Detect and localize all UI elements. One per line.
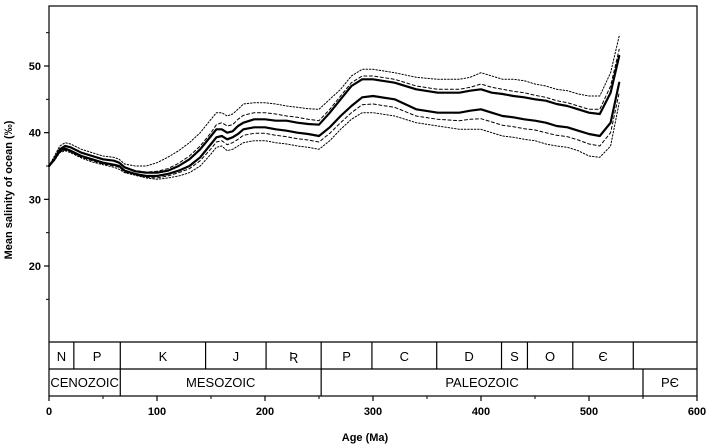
- x-tick-label: 100: [148, 406, 166, 418]
- period-label: P: [342, 349, 351, 364]
- x-tick-label: 300: [364, 406, 382, 418]
- period-label: Ʀ: [289, 349, 298, 364]
- plot-border: [48, 5, 698, 397]
- x-tick-label: 0: [46, 406, 52, 418]
- series-line-2: [47, 81, 621, 178]
- era-label: PЄ: [661, 375, 679, 390]
- era-label: CENOZOIC: [50, 375, 119, 390]
- y-axis-title: Mean salinity of ocean (‰): [3, 120, 15, 259]
- period-label: O: [545, 349, 555, 364]
- x-tick-label: 600: [688, 406, 706, 418]
- series-line-1: [47, 54, 621, 174]
- series-layer: [47, 35, 621, 180]
- x-tick-label: 400: [472, 406, 490, 418]
- period-label: K: [159, 349, 168, 364]
- period-label: D: [464, 349, 473, 364]
- series-line-5: [48, 48, 620, 173]
- plot-frame: [48, 5, 698, 397]
- series-line-3: [48, 35, 620, 167]
- x-tick-label: 500: [580, 406, 598, 418]
- series-line-4: [48, 102, 620, 180]
- period-label: Є: [598, 349, 607, 364]
- period-label: S: [510, 349, 519, 364]
- era-label: MESOZOIC: [186, 375, 255, 390]
- x-axis: 0 100 200 300 400 500 600: [46, 396, 706, 418]
- series-line-6: [48, 92, 620, 179]
- y-tick-label: 20: [29, 261, 41, 273]
- period-label: C: [400, 349, 409, 364]
- x-tick-label: 200: [256, 406, 274, 418]
- y-tick-label: 40: [29, 128, 41, 140]
- period-label: P: [93, 349, 102, 364]
- period-label: N: [57, 349, 66, 364]
- y-axis: 20 30 40 50: [29, 32, 49, 300]
- y-tick-label: 30: [29, 194, 41, 206]
- period-label: J: [233, 349, 240, 364]
- x-axis-title: Age (Ma): [342, 432, 389, 444]
- y-tick-label: 50: [29, 61, 41, 73]
- geologic-timescale: N P K J Ʀ P C D S O Є CENOZOIC MESOZOIC PALEOZOIC PЄ: [49, 341, 697, 396]
- era-label: PALEOZOIC: [445, 375, 518, 390]
